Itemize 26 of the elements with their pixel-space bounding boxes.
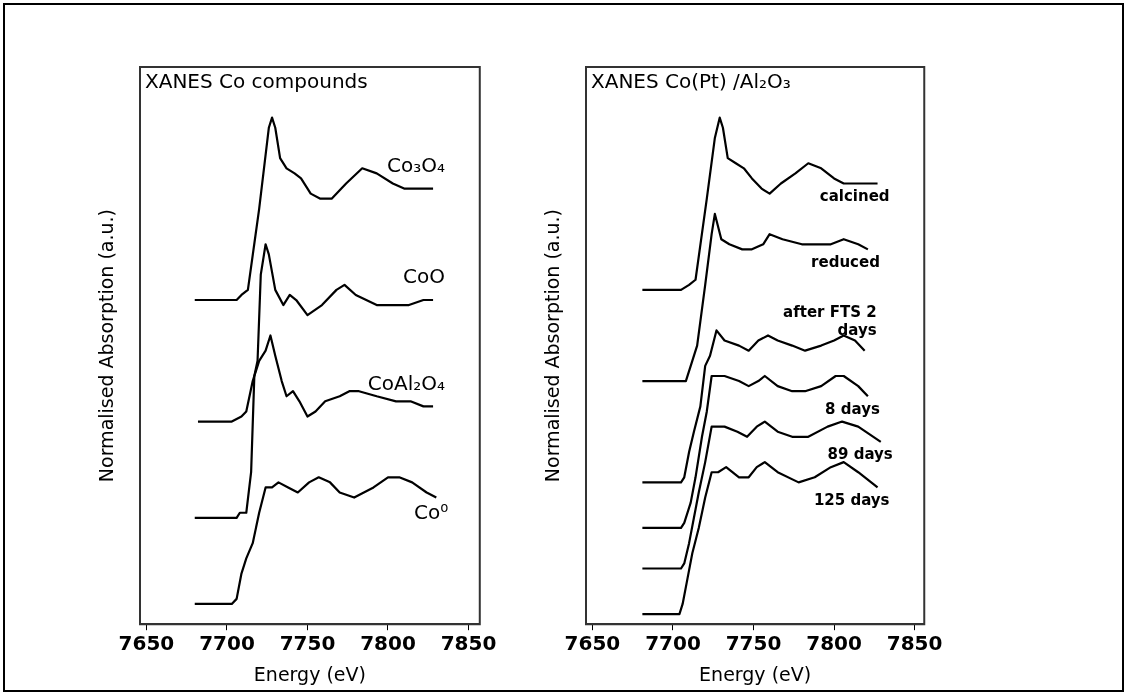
x-tick-label: 7800 [360, 631, 416, 656]
x-tick-label: 7800 [806, 631, 862, 656]
x-tick-label: 7850 [440, 631, 497, 656]
series-label: 125 days [813, 490, 890, 509]
series-label: after FTS 2 days [783, 303, 877, 340]
x-tick-label: 7850 [886, 631, 943, 656]
series-label: Co⁰ [414, 499, 449, 524]
y-axis-title: Normalised Absorption (a.u.) [94, 209, 117, 483]
x-tick-label: 7750 [279, 631, 336, 656]
series-label: CoAl₂O₄ [367, 370, 446, 395]
chart-title: XANES Co(Pt) /Al₂O₃ [591, 69, 791, 94]
x-tick-label: 7650 [118, 631, 175, 656]
series-label: calcined [819, 186, 890, 205]
series-label: CoO [403, 264, 446, 289]
y-axis-title: Normalised Absorption (a.u.) [540, 209, 563, 483]
series-label: Co₃O₄ [387, 152, 446, 177]
x-axis-title: Energy (eV) [253, 662, 366, 685]
x-axis-title: Energy (eV) [699, 662, 812, 685]
x-tick-label: 7750 [725, 631, 782, 656]
series-label: 89 days [827, 445, 893, 464]
chart-title: XANES Co compounds [145, 69, 368, 94]
x-tick-label: 7650 [564, 631, 621, 656]
series-label: reduced [811, 252, 880, 271]
x-tick-label: 7700 [199, 631, 255, 656]
series-label: 8 days [825, 399, 880, 418]
x-tick-label: 7700 [645, 631, 701, 656]
